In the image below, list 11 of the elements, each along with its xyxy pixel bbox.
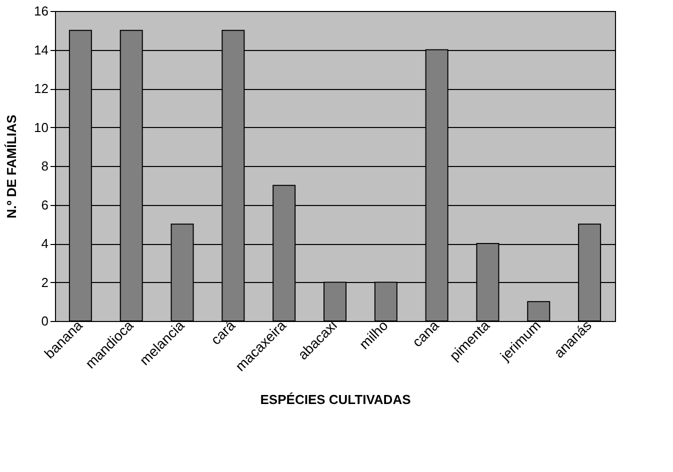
y-tick-label: 8 (41, 158, 48, 174)
x-axis-title: ESPÉCIES CULTIVADAS (260, 392, 412, 408)
y-tick-label: 6 (41, 197, 48, 212)
y-tick-label: 2 (41, 274, 48, 290)
y-tick-label: 14 (34, 42, 48, 58)
y-tick-label: 10 (34, 120, 48, 135)
x-tick-label: cará (208, 316, 238, 348)
y-tick-label: 4 (41, 236, 48, 251)
y-axis-title: N.º DE FAMÍLIAS (4, 114, 20, 218)
y-tick-label: 12 (34, 81, 48, 96)
y-tick-label: 16 (34, 4, 48, 18)
